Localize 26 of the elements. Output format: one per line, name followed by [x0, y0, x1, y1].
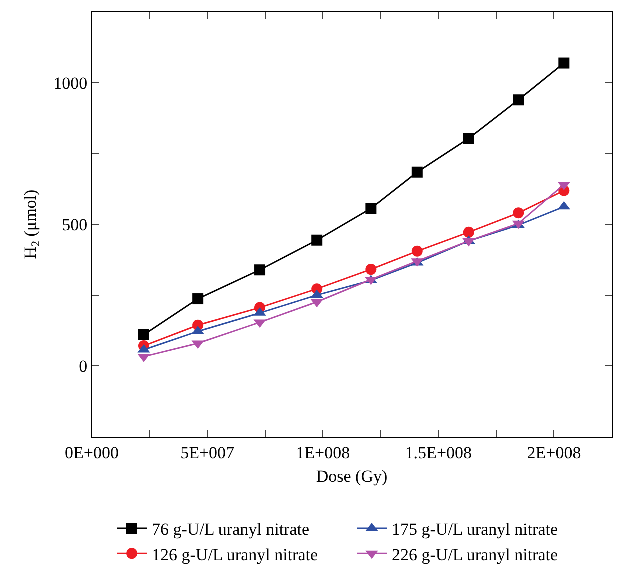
point	[138, 330, 150, 340]
x-axis-title: Dose (Gy)	[316, 466, 388, 486]
point	[513, 208, 524, 219]
point	[366, 264, 377, 276]
point	[412, 246, 423, 257]
point	[463, 133, 474, 144]
x-tick-label: 1.5E+008	[405, 443, 472, 462]
legend-label: 175 g-U/L uranyl nitrate	[392, 520, 558, 540]
legend-label: 226 g-U/L uranyl nitrate	[392, 545, 558, 564]
y-tick-label: 500	[62, 215, 88, 234]
x-tick-label: 1E+008	[296, 443, 350, 462]
point	[366, 203, 377, 214]
point	[192, 294, 204, 305]
y-tick-label: 0	[79, 357, 88, 376]
point	[513, 94, 524, 106]
point	[254, 264, 266, 276]
point	[412, 166, 423, 178]
point	[463, 226, 474, 238]
x-tick-label: 0E+000	[65, 443, 119, 462]
x-tick-label: 2E+008	[527, 443, 582, 462]
point	[558, 58, 570, 69]
x-tick-label: 5E+007	[180, 443, 236, 462]
y-tick-label: 1000	[54, 74, 88, 93]
legend-label: 126 g-U/L uranyl nitrate	[152, 545, 318, 564]
legend-label: 76 g-U/L uranyl nitrate	[152, 520, 310, 540]
point	[312, 234, 323, 246]
